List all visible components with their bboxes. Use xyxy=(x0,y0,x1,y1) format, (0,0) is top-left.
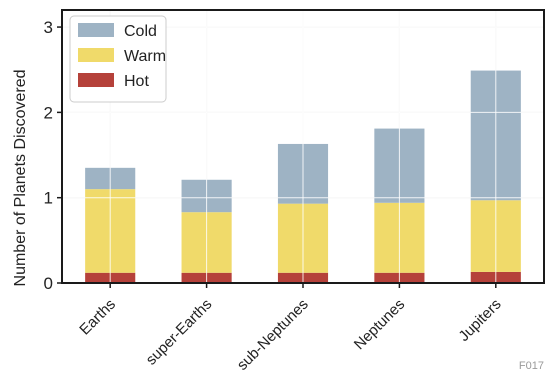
y-tick-label: 2 xyxy=(44,103,53,122)
y-tick-label: 1 xyxy=(44,189,53,208)
legend-swatch-warm xyxy=(78,48,114,62)
legend-label-hot: Hot xyxy=(124,73,149,90)
legend-swatch-cold xyxy=(78,23,114,37)
legend: Cold Warm Hot xyxy=(69,15,167,103)
y-tick-label: 3 xyxy=(44,18,53,37)
x-axis-ticks: Earths super-Earths sub-Neptunes Neptunes Ju… xyxy=(76,283,505,373)
legend-label-cold: Cold xyxy=(124,23,157,40)
y-axis-title: Number of Planets Discovered xyxy=(12,70,29,287)
x-tick-label: Earths xyxy=(76,296,119,339)
figure-id: F017 xyxy=(519,360,544,372)
x-tick-label: Neptunes xyxy=(351,296,408,353)
y-tick-label: 0 xyxy=(44,274,53,293)
legend-label-warm: Warm xyxy=(124,48,166,65)
x-tick-label: super-Earths xyxy=(143,296,216,369)
plot-frame xyxy=(61,9,545,284)
y-axis-ticks: 0 1 2 3 xyxy=(44,18,62,293)
legend-swatch-hot xyxy=(78,73,114,87)
bars xyxy=(62,10,544,283)
x-tick-label: Jupiters xyxy=(455,296,504,345)
x-tick-label: sub-Neptunes xyxy=(234,296,312,373)
